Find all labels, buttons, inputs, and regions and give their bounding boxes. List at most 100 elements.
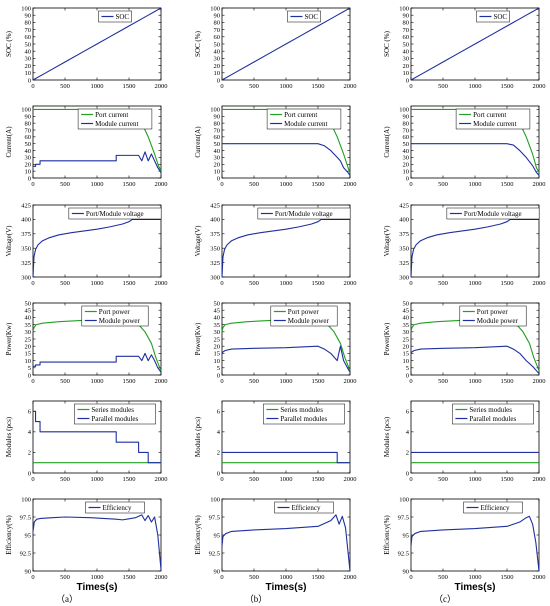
legend-entry: Module current (284, 120, 327, 128)
x-tick-label: 2000 (533, 280, 546, 287)
x-tick-label: 500 (438, 83, 448, 90)
x-tick-label: 1000 (280, 181, 293, 188)
y-tick-label: 0 (217, 77, 220, 84)
y-tick-label: 90 (403, 114, 410, 121)
legend-entry: SOC (493, 13, 507, 21)
y-tick-label: 10 (214, 358, 221, 365)
x-tick-label: 0 (31, 181, 34, 188)
x-tick-label: 1500 (501, 181, 514, 188)
legend: Efficiency (85, 501, 145, 514)
y-tick-label: 10 (403, 358, 410, 365)
legend-box (266, 108, 342, 130)
x-tick-label: 1000 (91, 83, 104, 90)
y-tick-label: 50 (214, 300, 221, 307)
y-tick-label: 6 (406, 409, 410, 416)
y-tick-label: 325 (210, 260, 220, 267)
x-tick-label: 500 (60, 476, 70, 483)
x-tick-label: 2000 (344, 574, 357, 581)
series-line-soc (221, 8, 351, 81)
x-tick-label: 1500 (501, 83, 514, 90)
y-tick-label: 5 (217, 365, 220, 372)
y-tick-label: 0 (28, 372, 31, 379)
y-tick-label: 90 (214, 13, 221, 20)
y-axis-label: Voltage(V) (194, 225, 202, 257)
x-tick-label: 2000 (533, 181, 546, 188)
x-tick-label: 1000 (280, 83, 293, 90)
y-tick-label: 20 (214, 63, 221, 70)
panel-modules-2: 0 500 1000 1500 2000 0 2 4 6 Modules (pcs) Series … (383, 400, 546, 483)
y-tick-label: 400 (210, 217, 220, 224)
captions: （a） （b） （c） (56, 594, 456, 604)
series-line-module-power (33, 352, 162, 373)
legend-box (476, 10, 510, 23)
y-tick-label: 20 (25, 63, 32, 70)
y-tick-label: 20 (403, 344, 410, 351)
y-tick-label: 100 (210, 107, 220, 114)
y-tick-label: 20 (214, 162, 221, 169)
x-tick-label: 500 (438, 280, 448, 287)
y-tick-label: 30 (403, 329, 410, 336)
x-tick-label: 0 (220, 83, 223, 90)
y-tick-label: 70 (403, 127, 410, 134)
y-tick-label: 30 (25, 329, 32, 336)
y-tick-label: 0 (406, 77, 409, 84)
legend-box (68, 207, 162, 220)
y-tick-label: 60 (214, 34, 221, 41)
legend-box (85, 501, 145, 514)
y-tick-label: 425 (210, 202, 220, 209)
y-tick-label: 20 (25, 344, 32, 351)
x-tick-label: 1000 (91, 181, 104, 188)
panel-soc-2: 0 500 1000 1500 20000102030405060708090100SO… (383, 5, 546, 90)
y-tick-label: 6 (28, 409, 32, 416)
x-tick-label: 0 (31, 83, 34, 90)
x-axis-title: Times(s) (455, 582, 496, 593)
legend-entry: Port/Module voltage (275, 210, 333, 218)
panel-efficiency-0: 0 500 1000 1500 2000 90 92.5 95 97.5 100 Efficienc… (5, 496, 168, 581)
y-tick-label: 20 (403, 63, 410, 70)
x-tick-label: 500 (249, 83, 259, 90)
y-tick-label: 35 (25, 322, 32, 329)
y-tick-label: 70 (403, 27, 410, 34)
y-tick-label: 70 (214, 27, 221, 34)
legend: Port/Module voltage (68, 207, 162, 220)
y-axis-label: Efficiency(%) (5, 515, 13, 555)
legend-box (446, 207, 540, 220)
x-tick-label: 0 (220, 378, 223, 385)
y-tick-label: 2 (217, 450, 220, 457)
y-tick-label: 40 (403, 148, 410, 155)
x-tick-label: 2000 (344, 280, 357, 287)
y-tick-label: 60 (403, 134, 410, 141)
legend-entry: Port power (288, 308, 320, 316)
x-tick-label: 0 (220, 476, 223, 483)
y-tick-label: 40 (214, 315, 221, 322)
y-tick-label: 10 (214, 168, 221, 175)
x-tick-label: 1000 (469, 574, 482, 581)
x-tick-label: 1000 (91, 280, 104, 287)
panel-caption: （a） (56, 594, 78, 604)
legend-box (455, 108, 531, 130)
y-tick-label: 2 (406, 450, 409, 457)
series-line-module-current (222, 143, 351, 176)
legend: Port/Module voltage (257, 207, 351, 220)
panel-caption: （b） (245, 594, 268, 604)
y-tick-label: 50 (25, 300, 32, 307)
y-tick-label: 0 (406, 372, 409, 379)
y-tick-label: 80 (403, 20, 410, 27)
x-tick-label: 500 (249, 378, 259, 385)
x-tick-label: 1500 (123, 476, 136, 483)
legend-entry: Parallel modules (91, 415, 138, 423)
y-tick-label: 90 (25, 568, 32, 575)
series-line-efficiency (221, 514, 351, 572)
y-tick-label: 15 (403, 351, 410, 358)
y-tick-label: 425 (399, 202, 409, 209)
y-tick-label: 0 (406, 470, 409, 477)
legend: Port/Module voltage (446, 207, 540, 220)
legend-entry: Module current (473, 120, 516, 128)
legend-box (74, 403, 156, 425)
series-line-efficiency (32, 514, 162, 570)
y-tick-label: 40 (25, 148, 32, 155)
y-tick-label: 10 (403, 168, 410, 175)
